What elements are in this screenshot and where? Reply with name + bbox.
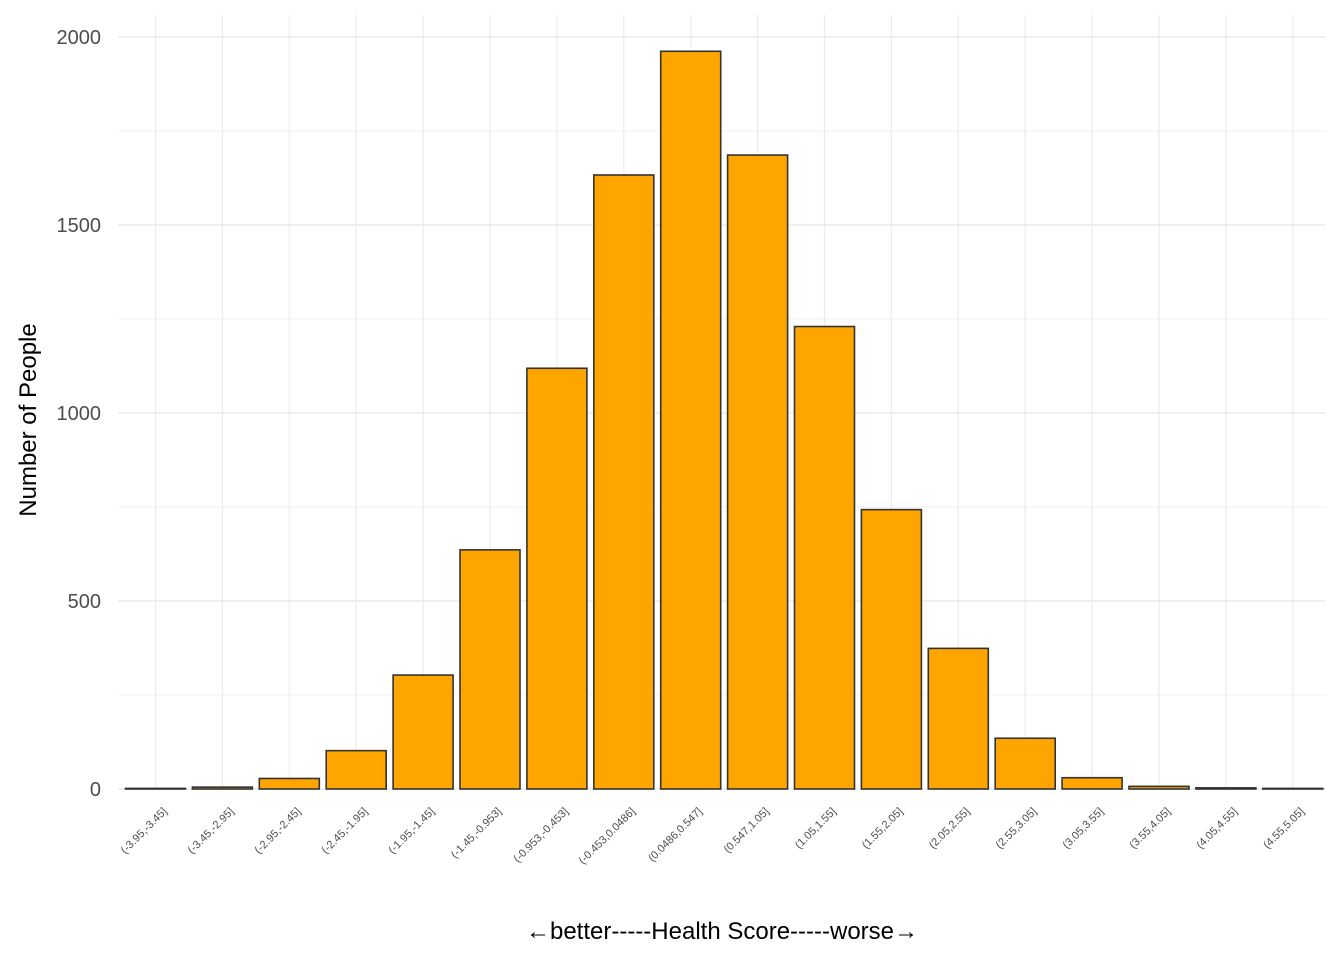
x-tick-label: (4.55,5.05] — [1261, 806, 1307, 852]
bar — [325, 749, 388, 790]
x-tick-label: (-3.45,-2.95] — [186, 806, 237, 857]
bar — [526, 367, 588, 790]
bar — [1262, 787, 1324, 790]
bar — [392, 674, 454, 790]
x-tick-label: (-3.95,-3.45] — [119, 806, 170, 857]
x-axis-tick-labels: (-3.95,-3.45] (-3.45,-2.95] (-2.95,-2.45] (… — [119, 806, 1307, 867]
bar — [793, 325, 856, 790]
bar — [860, 508, 923, 790]
bar — [994, 737, 1057, 790]
y-axis-tick-labels: 0 500 1000 1500 2000 — [57, 27, 102, 801]
x-tick-label: (1.55,2.05] — [860, 806, 906, 852]
x-tick-label: (-0.453,0.0486] — [577, 806, 638, 867]
bar — [459, 549, 521, 790]
x-tick-label: (3.55,4.05] — [1127, 806, 1173, 852]
y-tick-label: 1000 — [57, 403, 102, 425]
bar — [1128, 785, 1190, 790]
x-tick-label: (-2.95,-2.45] — [253, 806, 304, 857]
bar — [258, 777, 321, 790]
x-tick-label: (0.0486,0.547] — [646, 806, 705, 865]
y-tick-label: 1500 — [57, 215, 102, 237]
y-tick-label: 500 — [68, 591, 101, 613]
x-axis-title: ←better-----Health Score-----worse→ — [526, 918, 918, 945]
x-tick-label: (-0.953,-0.453] — [512, 806, 572, 866]
x-tick-label: (0.547,1.05] — [722, 806, 772, 856]
x-tick-label: (2.55,3.05] — [994, 806, 1040, 852]
bar — [124, 787, 187, 790]
x-tick-label: (-2.45,-1.95] — [319, 806, 370, 857]
bar — [1195, 787, 1257, 790]
y-axis-title: Number of People — [15, 323, 42, 516]
bar — [659, 50, 722, 790]
x-tick-label: (-1.45,-0.953] — [449, 806, 504, 861]
x-tick-label: (4.05,4.55] — [1194, 806, 1240, 852]
y-tick-label: 2000 — [57, 27, 102, 49]
bars — [124, 50, 1324, 790]
bar — [191, 786, 254, 790]
bar — [927, 647, 990, 790]
x-tick-label: (-1.95,-1.45] — [386, 806, 437, 857]
grid-lines — [118, 15, 1326, 790]
bar — [726, 154, 789, 790]
y-tick-label: 0 — [90, 779, 101, 801]
bar — [592, 174, 655, 790]
bar — [1061, 776, 1123, 790]
x-tick-label: (3.05,3.55] — [1061, 806, 1107, 852]
x-tick-label: (1.05,1.55] — [793, 806, 839, 852]
x-tick-label: (2.05,2.55] — [927, 806, 973, 852]
